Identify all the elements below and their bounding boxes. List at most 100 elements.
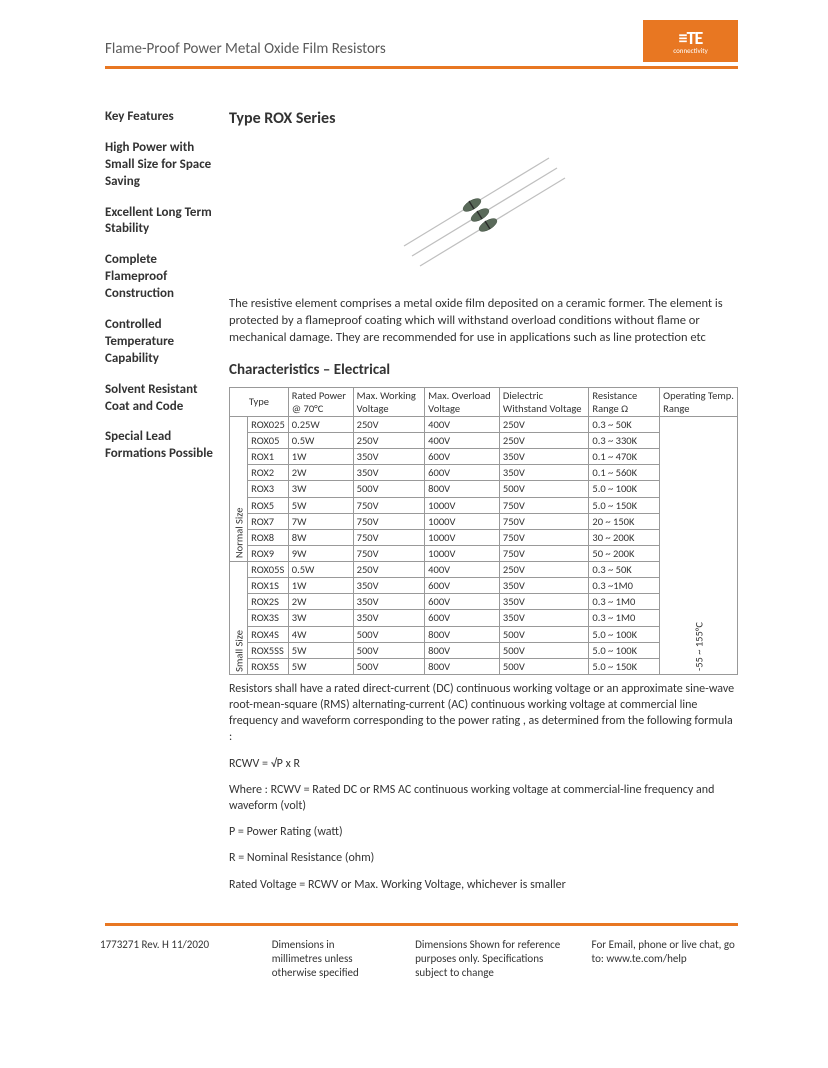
header-divider xyxy=(105,66,738,69)
cell: ROX1S xyxy=(248,578,289,594)
cell: ROX3 xyxy=(248,481,289,497)
document-title: Flame-Proof Power Metal Oxide Film Resis… xyxy=(105,40,386,62)
cell: 5.0 ~ 100K xyxy=(589,481,660,497)
cell: 400V xyxy=(425,433,500,449)
footer-contact: For Email, phone or live chat, go to: ww… xyxy=(592,938,738,981)
group-normal-size: Normal Size xyxy=(230,416,248,561)
cell: 0.3 ~ 1M0 xyxy=(589,610,660,626)
col-working: Max. Working Voltage xyxy=(353,387,425,416)
col-temp: Operating Temp. Range xyxy=(660,387,738,416)
cell: ROX025 xyxy=(248,416,289,432)
cell: 0.1 ~ 470K xyxy=(589,449,660,465)
feature-item: Complete Flameproof Construction xyxy=(105,252,215,303)
cell: 5W xyxy=(288,642,353,658)
cell: 250V xyxy=(499,433,588,449)
cell: ROX2 xyxy=(248,465,289,481)
feature-item: Solvent Resistant Coat and Code xyxy=(105,382,215,416)
features-sidebar: Key Features High Power with Small Size … xyxy=(105,109,215,903)
col-dielectric: Dielectric Withstand Voltage xyxy=(499,387,588,416)
col-type: Type xyxy=(230,387,289,416)
cell: 0.3 ~ 50K xyxy=(589,416,660,432)
cell: ROX9 xyxy=(248,545,289,561)
series-title: Type ROX Series xyxy=(229,109,738,128)
cell: 0.5W xyxy=(288,433,353,449)
temp-range-cell: -55 ~ 155°C xyxy=(660,416,738,674)
product-image xyxy=(394,148,574,278)
cell: 750V xyxy=(499,497,588,513)
cell: 2W xyxy=(288,594,353,610)
group-small-size: Small Size xyxy=(230,562,248,675)
cell: 800V xyxy=(425,658,500,674)
cell: 250V xyxy=(499,416,588,432)
cell: 600V xyxy=(425,610,500,626)
footer-reference: Dimensions Shown for reference purposes … xyxy=(415,938,561,981)
cell: 1W xyxy=(288,578,353,594)
cell: 750V xyxy=(353,529,425,545)
cell: 600V xyxy=(425,594,500,610)
cell: 800V xyxy=(425,626,500,642)
characteristics-heading: Characteristics – Electrical xyxy=(229,361,738,379)
cell: 800V xyxy=(425,642,500,658)
cell: 5.0 ~ 100K xyxy=(589,626,660,642)
cell: 9W xyxy=(288,545,353,561)
note-p: P = Power Rating (watt) xyxy=(229,824,738,840)
feature-item: Controlled Temperature Capability xyxy=(105,317,215,368)
cell: ROX7 xyxy=(248,513,289,529)
cell: 600V xyxy=(425,465,500,481)
cell: 5W xyxy=(288,658,353,674)
cell: 500V xyxy=(353,481,425,497)
cell: 1000V xyxy=(425,513,500,529)
cell: 500V xyxy=(499,481,588,497)
cell: ROX05 xyxy=(248,433,289,449)
cell: 2W xyxy=(288,465,353,481)
cell: 250V xyxy=(353,416,425,432)
cell: 500V xyxy=(499,626,588,642)
cell: ROX5SS xyxy=(248,642,289,658)
cell: ROX3S xyxy=(248,610,289,626)
cell: 800V xyxy=(425,481,500,497)
cell: 350V xyxy=(499,449,588,465)
product-description: The resistive element comprises a metal … xyxy=(229,296,738,347)
cell: 350V xyxy=(499,465,588,481)
cell: 350V xyxy=(353,578,425,594)
feature-item: Key Features xyxy=(105,109,215,126)
cell: 0.3 ~ 50K xyxy=(589,562,660,578)
cell: 750V xyxy=(499,545,588,561)
cell: 30 ~ 200K xyxy=(589,529,660,545)
cell: 350V xyxy=(499,610,588,626)
cell: 500V xyxy=(499,658,588,674)
cell: 750V xyxy=(499,529,588,545)
cell: ROX05S xyxy=(248,562,289,578)
cell: 5.0 ~ 100K xyxy=(589,642,660,658)
cell: 600V xyxy=(425,578,500,594)
cell: 500V xyxy=(353,626,425,642)
cell: ROX5 xyxy=(248,497,289,513)
cell: ROX5S xyxy=(248,658,289,674)
cell: 500V xyxy=(353,642,425,658)
note-where: Where : RCWV = Rated DC or RMS AC contin… xyxy=(229,782,738,814)
cell: 750V xyxy=(353,513,425,529)
cell: 0.25W xyxy=(288,416,353,432)
cell: 1000V xyxy=(425,529,500,545)
cell: 400V xyxy=(425,416,500,432)
cell: 0.1 ~ 560K xyxy=(589,465,660,481)
cell: 1W xyxy=(288,449,353,465)
page-footer: 1773271 Rev. H 11/2020 Dimensions in mil… xyxy=(0,938,828,981)
cell: 20 ~ 150K xyxy=(589,513,660,529)
brand-logo: ≡TE connectivity xyxy=(643,20,738,62)
note-r: R = Nominal Resistance (ohm) xyxy=(229,850,738,866)
cell: 500V xyxy=(499,642,588,658)
cell: 0.3 ~1M0 xyxy=(589,578,660,594)
cell: 350V xyxy=(353,594,425,610)
note-rated: Rated Voltage = RCWV or Max. Working Vol… xyxy=(229,877,738,893)
logo-text: ≡TE xyxy=(679,29,703,47)
feature-item: Excellent Long Term Stability xyxy=(105,205,215,239)
footer-revision: 1773271 Rev. H 11/2020 xyxy=(100,938,242,981)
cell: 3W xyxy=(288,610,353,626)
cell: ROX8 xyxy=(248,529,289,545)
footer-dimensions: Dimensions in millimetres unless otherwi… xyxy=(272,938,385,981)
feature-item: Special Lead Formations Possible xyxy=(105,429,215,463)
cell: 600V xyxy=(425,449,500,465)
cell: 350V xyxy=(499,594,588,610)
cell: 8W xyxy=(288,529,353,545)
